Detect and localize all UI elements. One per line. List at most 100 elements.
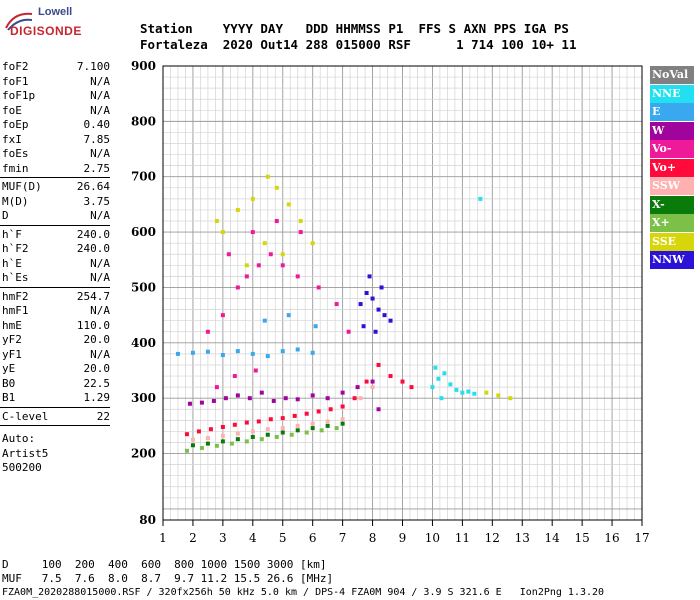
legend-item-nne: NNE [650, 84, 694, 103]
param-label: yF1 [2, 347, 22, 361]
data-point-sse [298, 219, 303, 224]
data-point-nnw [367, 274, 372, 279]
y-tick-label: 400 [131, 336, 156, 350]
data-point-e [205, 349, 210, 354]
param-label: foF2 [2, 60, 29, 73]
data-point-w [376, 407, 381, 412]
data-point-w [259, 390, 264, 395]
y-tick-label: 200 [131, 447, 156, 461]
param-divider [0, 425, 110, 426]
param-value: N/A [90, 89, 110, 102]
y-tick-label: 500 [131, 280, 156, 294]
data-point-ssw [280, 426, 285, 431]
data-point-w [223, 396, 228, 401]
param-row: h`Es N/A [2, 271, 110, 285]
data-point-sse [214, 219, 219, 224]
data-point-w [340, 390, 345, 395]
param-value: 240.0 [76, 242, 110, 255]
data-point-x [259, 437, 264, 442]
data-point-vo [232, 374, 237, 379]
param-value: 26.64 [76, 180, 110, 193]
data-point-x [295, 428, 300, 433]
data-point-vo [346, 329, 351, 334]
param-label: foF1 [2, 74, 29, 88]
x-tick-label: 5 [279, 531, 287, 545]
data-point-vo [256, 263, 261, 268]
x-tick-label: 15 [574, 531, 589, 545]
data-point-x [220, 439, 225, 444]
data-point-w [235, 393, 240, 398]
data-point-x [310, 426, 315, 431]
param-row: h`E N/A [2, 257, 110, 271]
data-point-ssw [370, 385, 375, 390]
param-row: hmF1 N/A [2, 304, 110, 318]
data-point-w [310, 393, 315, 398]
param-row: foEs N/A [2, 147, 110, 161]
data-point-sse [235, 207, 240, 212]
param-row: yF1 N/A [2, 348, 110, 362]
legend-item-x: X+ [650, 214, 694, 232]
x-tick-label: 2 [189, 531, 197, 545]
autoscale-text: 500200 [2, 461, 42, 474]
data-point-vo [250, 230, 255, 235]
param-value: 254.7 [76, 289, 110, 303]
data-point-w [283, 396, 288, 401]
data-point-nnw [364, 291, 369, 295]
x-tick-label: 10 [425, 531, 440, 545]
param-row: yF2 20.0 [2, 333, 110, 347]
data-point-x [340, 421, 345, 426]
data-point-sse [262, 241, 267, 246]
legend-item-ssw: SSW [650, 177, 694, 195]
param-value: 22 [96, 409, 110, 423]
data-point-nne [460, 390, 465, 395]
param-label: h`F2 [2, 242, 29, 255]
x-tick-label: 3 [219, 531, 227, 545]
footer-distance-row: D 100 200 400 600 800 1000 1500 3000 [km… [2, 558, 327, 571]
param-label: fmin [2, 161, 29, 175]
data-point-e [262, 318, 267, 323]
data-point-x [214, 443, 219, 448]
data-point-e [175, 351, 180, 356]
param-label: B0 [2, 376, 16, 390]
param-label: yE [2, 362, 16, 375]
data-point-vo [364, 379, 369, 384]
param-label: hmF2 [2, 289, 29, 303]
param-row: M(D) 3.75 [2, 195, 110, 209]
data-point-nne [433, 365, 438, 370]
x-tick-label: 17 [634, 531, 649, 545]
data-point-vo [388, 374, 393, 379]
data-point-vo [304, 411, 309, 416]
param-label: h`E [2, 256, 22, 270]
y-tick-label: 700 [131, 170, 156, 184]
logo-swoosh-icon [5, 12, 33, 31]
param-value: N/A [90, 209, 110, 222]
data-point-sse [274, 185, 279, 190]
data-point-vo [268, 417, 273, 422]
param-value: N/A [90, 74, 110, 88]
data-point-w [247, 396, 252, 401]
data-point-nnw [373, 329, 378, 334]
param-row: hmF2 254.7 [2, 290, 110, 304]
param-row: foE N/A [2, 104, 110, 118]
param-label: M(D) [2, 194, 29, 208]
param-value: N/A [90, 271, 110, 284]
param-label: h`F [2, 227, 22, 241]
param-value: N/A [90, 256, 110, 270]
legend-item-nnw: NNW [650, 251, 694, 269]
data-point-x [235, 437, 240, 442]
data-point-w [355, 385, 360, 390]
data-point-sse [280, 252, 285, 257]
data-point-e [265, 354, 270, 359]
data-point-sse [484, 390, 489, 395]
data-point-sse [496, 393, 501, 398]
param-label: D [2, 209, 9, 222]
data-point-vo [280, 416, 285, 421]
x-tick-label: 14 [545, 531, 561, 545]
data-point-vo [316, 285, 321, 290]
legend-item-vo: Vo+ [650, 158, 694, 177]
data-point-vo [205, 329, 210, 334]
data-point-vo [295, 274, 300, 279]
data-point-e [313, 324, 318, 329]
data-point-x [199, 446, 204, 451]
